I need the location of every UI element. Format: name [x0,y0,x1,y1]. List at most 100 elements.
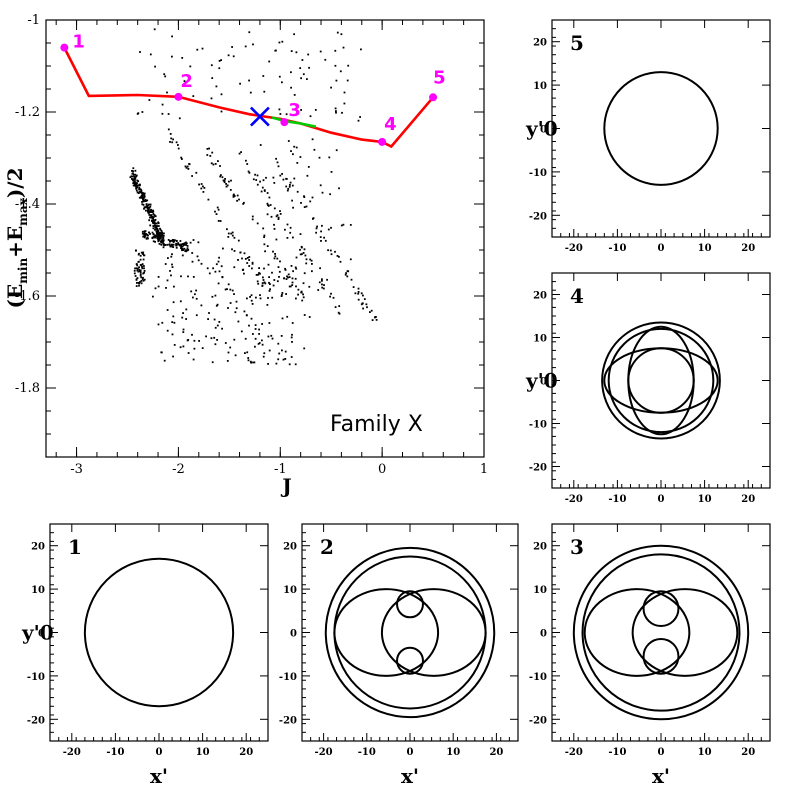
scatter-point [147,207,150,209]
scatter-point [152,219,155,222]
scatter-point [251,262,254,265]
scatter-point [159,232,162,235]
scatter-point [146,206,149,208]
scatter-point [147,210,149,213]
scatter-point [259,144,262,146]
scatter-point [161,231,163,234]
orbit-5-x-tick-label: 0 [658,243,665,254]
scatter-point [134,185,137,187]
scatter-point [359,116,361,118]
scatter-point [240,330,243,333]
scatter-point [277,218,280,220]
scatter-point [222,179,225,182]
scatter-point [243,310,246,313]
scatter-point [281,173,283,175]
scatter-point [160,241,163,244]
scatter-point [261,186,264,189]
scatter-point [290,356,293,358]
scatter-point [156,235,159,238]
scatter-point [285,185,288,188]
scatter-point [267,263,270,266]
scatter-point [154,226,157,229]
scatter-point [365,303,368,306]
scatter-point [256,280,259,283]
scatter-point [276,257,279,260]
orbit-panel-1: -20 -20 -10 -10 0 0 10 10 20 20 1 y'0 x' [21,523,269,788]
scatter-point [141,201,143,203]
scatter-point [221,327,223,330]
scatter-point [327,228,330,231]
scatter-point [164,263,167,265]
scatter-point [193,347,196,350]
scatter-point [192,239,195,241]
scatter-point [182,244,185,246]
scatter-point [147,208,150,211]
scatter-point [182,243,185,245]
scatter-point [161,321,164,324]
scatter-point [175,244,178,247]
main-y-tick-label: -1.4 [15,197,40,212]
scatter-point [143,267,145,270]
scatter-point [161,112,164,115]
scatter-point [232,194,235,197]
scatter-point [243,252,246,255]
scatter-point [191,175,193,177]
scatter-point [131,170,133,172]
orbit-2-x-tick-label: -10 [358,747,376,758]
orbit-2-x-tick-label: -20 [315,747,333,758]
scatter-point [270,215,273,218]
scatter-point [279,213,282,215]
scatter-point [185,250,188,253]
scatter-point [291,277,294,280]
scatter-point [342,46,345,49]
scatter-point [261,323,263,325]
scatter-point [201,347,204,349]
scatter-point [181,57,184,59]
orbit-panel-5: -20 -20 -10 -10 0 0 10 10 20 20 5 y'0 [525,19,771,254]
orbit-4-x-tick-label: 10 [698,494,712,505]
scatter-point [246,297,248,300]
scatter-point [286,189,289,192]
scatter-point [338,305,341,307]
scatter-point [148,214,151,216]
scatter-point [224,342,227,344]
scatter-point [244,352,246,354]
scatter-point [185,241,187,244]
scatter-point [229,346,232,349]
scatter-point [255,179,258,181]
scatter-point [250,317,253,320]
scatter-point [135,279,138,281]
scatter-point [320,230,322,233]
orbit-1-orbit-circle [83,557,235,708]
scatter-point [134,176,137,179]
scatter-point [145,203,148,205]
scatter-point [155,235,157,238]
scatter-point [162,246,165,249]
main-x-tick-label: -1 [274,462,287,477]
scatter-point [276,214,279,217]
scatter-point [135,249,137,252]
scatter-point [138,190,141,193]
scatter-point [152,213,155,215]
orbit-3-y-tick-label: -20 [529,715,547,726]
scatter-point [274,253,276,255]
scatter-point [152,225,155,227]
scatter-point [214,210,216,213]
scatter-point [211,295,214,298]
orbit-1-x-tick-label: 0 [156,747,163,758]
scatter-point [278,352,281,355]
scatter-point [246,257,249,259]
scatter-point [273,182,276,184]
scatter-point [252,361,254,364]
orbit-1-y-tick-label: 0 [38,629,45,640]
stable-segment [271,116,317,128]
scatter-point [308,316,311,318]
orbit-2-orbit-loop [333,588,440,677]
scatter-point [290,150,292,152]
scatter-point [214,163,217,165]
scatter-point [287,273,290,276]
orbit-4-y-tick-label: 20 [533,291,547,302]
scatter-point [151,217,154,220]
family-annotation: Family X [330,412,423,437]
scatter-point [320,240,322,242]
